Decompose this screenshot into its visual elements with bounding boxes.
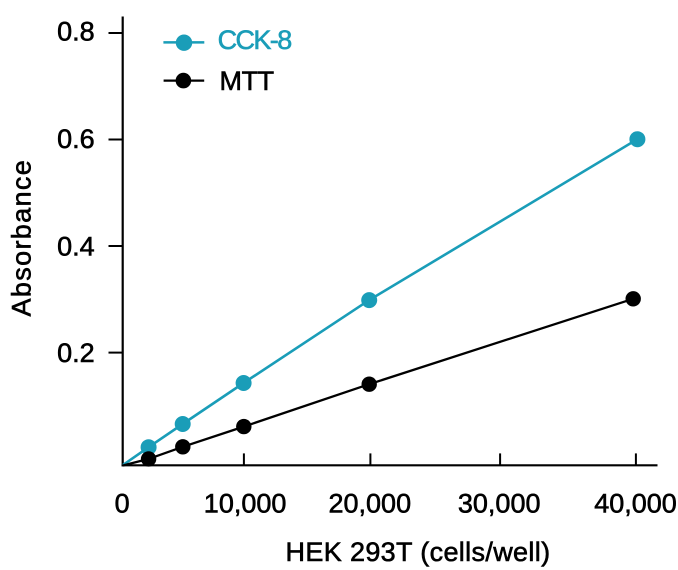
svg-text:0.6: 0.6	[57, 124, 95, 154]
svg-text:10,000: 10,000	[204, 488, 287, 518]
svg-text:40,000: 40,000	[594, 488, 677, 518]
svg-text:0.4: 0.4	[57, 232, 95, 262]
svg-text:20,000: 20,000	[329, 488, 412, 518]
svg-text:0.8: 0.8	[57, 17, 95, 47]
svg-text:30,000: 30,000	[458, 488, 541, 518]
svg-text:0: 0	[115, 488, 130, 518]
svg-text:Absorbance: Absorbance	[6, 159, 36, 317]
svg-text:0.2: 0.2	[57, 338, 95, 368]
svg-text:CCK-8: CCK-8	[218, 25, 292, 55]
svg-text:MTT: MTT	[220, 66, 274, 96]
svg-text:HEK 293T (cells/well): HEK 293T (cells/well)	[286, 537, 551, 567]
